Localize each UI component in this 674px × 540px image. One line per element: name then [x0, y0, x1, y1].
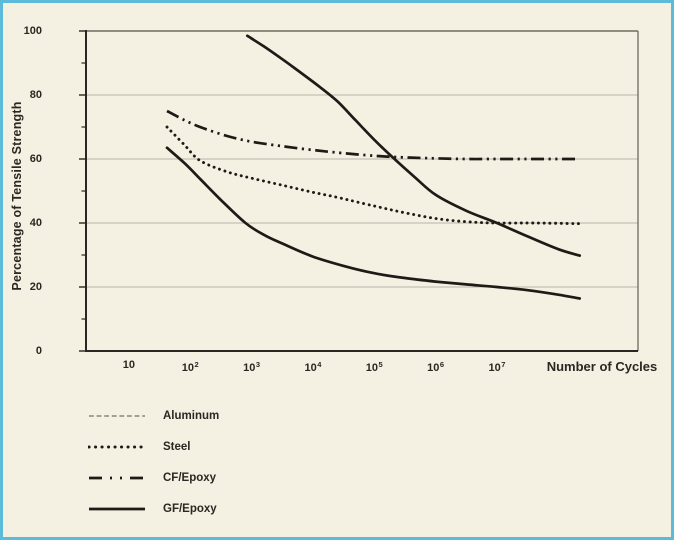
- curve-steel: [165, 125, 580, 226]
- legend-line-sample: [89, 507, 145, 511]
- curve-cf-epoxy: [166, 109, 580, 161]
- legend-label: Steel: [163, 441, 191, 453]
- legend-row-steel: Steel: [88, 440, 219, 454]
- legend-row-cf-epoxy: CF/Epoxy: [88, 471, 219, 485]
- y-tick-label: 60: [29, 153, 42, 165]
- legend-label: GF/Epoxy: [163, 503, 217, 515]
- x-tick-label: 102: [181, 360, 199, 374]
- y-tick-label: 100: [23, 25, 42, 37]
- x-tick-label: 104: [304, 360, 322, 374]
- x-tick-label: 105: [365, 360, 383, 374]
- y-tick-label: 20: [29, 281, 42, 293]
- y-axis-title: Percentage of Tensile Strength: [10, 101, 24, 291]
- x-tick-label: 10: [122, 359, 136, 371]
- curve-aluminum: [245, 34, 582, 257]
- legend-label: CF/Epoxy: [163, 472, 217, 484]
- x-tick-label: 106: [427, 360, 445, 374]
- curve-gf-epoxy: [165, 146, 582, 300]
- legend-row-gf-epoxy: GF/Epoxy: [88, 502, 219, 516]
- x-tick-label: 103: [243, 360, 261, 374]
- y-tick-label: 40: [29, 217, 42, 229]
- legend-label: Aluminum: [163, 410, 220, 422]
- legend-line-sample: [88, 445, 146, 449]
- legend-line-sample: [89, 415, 145, 417]
- legend-row-aluminum: Aluminum: [88, 409, 219, 423]
- legend: Aluminum Steel CF/Epoxy GF/Epoxy: [88, 409, 219, 533]
- y-tick-label: 0: [35, 345, 42, 357]
- legend-line-sample: [89, 476, 145, 480]
- x-axis-title: Number of Cycles: [546, 359, 658, 374]
- y-tick-label: 80: [29, 89, 42, 101]
- x-tick-label: 107: [488, 360, 506, 374]
